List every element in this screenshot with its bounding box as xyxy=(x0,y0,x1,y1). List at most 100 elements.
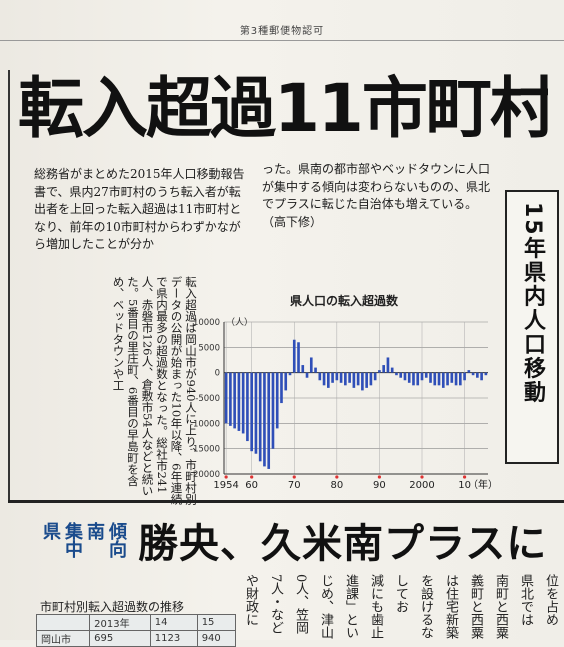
bar xyxy=(429,372,432,383)
bar xyxy=(454,372,458,386)
bar xyxy=(331,372,334,383)
bar xyxy=(382,365,385,373)
y-tick-label: 10000 xyxy=(193,318,220,328)
bar xyxy=(305,372,309,378)
bar xyxy=(480,372,483,381)
bar xyxy=(459,372,462,386)
bar xyxy=(224,372,228,424)
bar xyxy=(399,372,403,378)
sub-tag-keiko: 傾向 xyxy=(106,522,127,558)
left-border-rule xyxy=(8,70,10,500)
bar xyxy=(241,372,245,434)
x-tick-label: 1954 xyxy=(213,480,238,491)
bar xyxy=(348,372,351,383)
bottom-text-column: じめ、津山 xyxy=(318,574,333,639)
x-tick-marker xyxy=(292,475,296,479)
section-divider xyxy=(8,500,564,503)
bottom-text-column: 県北では xyxy=(518,574,533,626)
bar xyxy=(335,372,339,381)
x-tick-marker xyxy=(377,475,382,479)
migration-bar-chart: 県人口の転入超過数 10000 5000 0 -5000 -10000 -15000 -20… xyxy=(188,292,500,500)
bar xyxy=(288,372,292,376)
chart-plot-area: 10000 5000 0 -5000 -10000 -15000 -20000 （人） 1954… xyxy=(190,317,498,491)
bottom-text-column: は住宅新築 xyxy=(443,574,458,639)
y-tick-label: 5000 xyxy=(198,343,220,353)
x-tick-marker xyxy=(462,475,467,479)
y-axis-unit-label: （人） xyxy=(226,317,253,328)
bar xyxy=(301,365,305,373)
bar xyxy=(237,372,241,431)
bar xyxy=(463,372,466,381)
bar xyxy=(284,372,288,391)
bottom-text-column: や財政に xyxy=(243,574,258,626)
bar xyxy=(416,372,420,386)
bar xyxy=(437,372,441,386)
bar xyxy=(403,372,407,381)
bar xyxy=(258,372,262,462)
x-tick-marker xyxy=(335,475,339,479)
bottom-article-columns: 位を占め 県北では 南町と西粟 義町と西粟 は住宅新築 を設けるな してお 減にも歯止 進課」と… xyxy=(230,574,564,640)
bar xyxy=(365,372,368,388)
bottom-text-column: 義町と西粟 xyxy=(468,574,483,639)
bar xyxy=(254,372,258,454)
bar xyxy=(271,372,275,449)
bottom-text-column: 南町と西粟 xyxy=(493,574,508,639)
bottom-text-column: 進課」とい xyxy=(343,574,358,639)
bar xyxy=(395,372,398,376)
bar xyxy=(369,372,373,386)
bar xyxy=(450,372,454,383)
y-tick-label: -15000 xyxy=(190,445,220,455)
lead-paragraph: 総務省がまとめた2015年人口移動報告書で、県内27市町村のうち転入者が転出者を… xyxy=(34,167,245,251)
bar xyxy=(484,372,488,376)
y-tick-label: -10000 xyxy=(190,419,220,429)
table-header-row: 2013年 14 15 xyxy=(35,614,237,631)
main-headline: 転入超過11市町村 xyxy=(18,70,548,147)
y-tick-label: -5000 xyxy=(195,394,220,404)
bar xyxy=(471,372,475,376)
x-tick-label: 10 xyxy=(458,480,471,491)
bar xyxy=(318,372,322,381)
bottom-text-column: 7人・など xyxy=(268,574,283,635)
table-cell: 1123 xyxy=(149,630,198,647)
bar xyxy=(352,372,356,388)
y-tick-label: 0 xyxy=(215,369,220,379)
bottom-text-column: 0人、笠岡 xyxy=(293,574,308,635)
bar xyxy=(441,372,445,388)
bar xyxy=(373,372,377,381)
bar xyxy=(229,372,232,426)
sub-headline: 勝央、久米南プラスに xyxy=(138,520,548,567)
bar xyxy=(476,372,479,378)
bottom-text-column: を設けるな xyxy=(418,574,433,639)
sub-tag-minami: 南 xyxy=(84,522,105,540)
bar xyxy=(424,372,428,378)
bar xyxy=(309,357,313,373)
y-tick-label: -20000 xyxy=(190,470,220,480)
table-header-cell: 2013年 xyxy=(89,614,151,631)
bar xyxy=(386,357,390,373)
x-tick-label: 60 xyxy=(245,480,258,491)
bar xyxy=(361,372,364,391)
bar xyxy=(356,372,360,386)
bar xyxy=(322,372,326,386)
bar xyxy=(250,372,253,452)
table-caption: 市町村別転入超過数の推移 xyxy=(40,600,185,614)
x-tick-label: 80 xyxy=(330,480,343,491)
transfer-table: 2013年 14 15 岡山市 695 1123 940 xyxy=(35,614,237,647)
bar xyxy=(297,342,300,373)
bar xyxy=(246,372,249,442)
bar xyxy=(390,367,394,373)
x-axis-unit-label: （年） xyxy=(468,478,498,491)
bar xyxy=(267,372,271,469)
table-header-cell: 15 xyxy=(196,614,237,631)
top-rule xyxy=(0,40,564,41)
bar xyxy=(327,372,330,388)
bar xyxy=(420,372,424,381)
bottom-text-column: 減にも歯止 xyxy=(368,574,383,639)
table-header-cell: 14 xyxy=(149,614,198,631)
table-row: 岡山市 695 1123 940 xyxy=(35,630,237,647)
article-paragraph-right: った。県南の都市部やベッドタウンに人口が集中する傾向は変わらないものの、県北でプ… xyxy=(262,162,491,229)
x-tick-marker xyxy=(250,475,254,479)
side-title-box: 15年県内人口移動 xyxy=(505,190,559,464)
sub-tag-ken: 県 xyxy=(40,522,61,540)
